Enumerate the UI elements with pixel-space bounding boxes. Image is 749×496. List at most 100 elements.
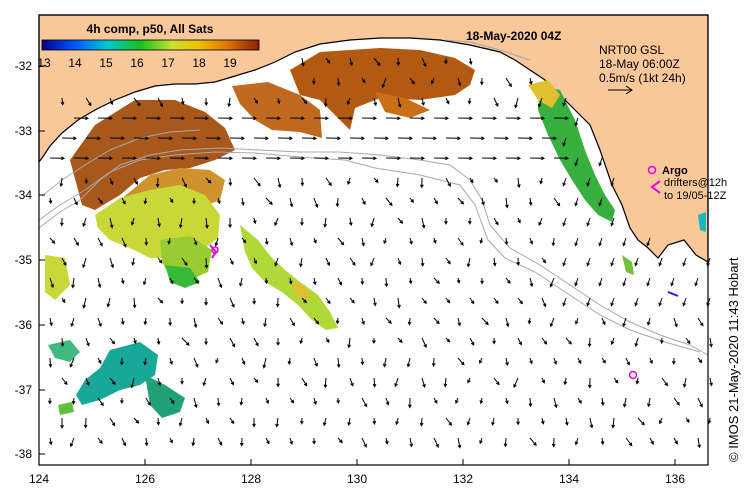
colorbar-tick: 19 bbox=[223, 56, 237, 70]
current-arrow bbox=[49, 317, 53, 327]
current-arrow bbox=[181, 337, 190, 346]
current-arrow bbox=[346, 97, 351, 106]
current-arrow bbox=[133, 136, 150, 141]
current-arrow bbox=[421, 297, 427, 305]
colorbar-title: 4h comp, p50, All Sats bbox=[87, 22, 214, 36]
current-arrow bbox=[336, 397, 341, 405]
current-arrow bbox=[479, 397, 484, 405]
current-arrow bbox=[610, 177, 615, 187]
current-arrow bbox=[433, 277, 440, 285]
current-arrow bbox=[157, 217, 161, 228]
current-arrow bbox=[349, 57, 354, 67]
current-arrow bbox=[109, 417, 116, 427]
argo-label: Argo bbox=[662, 165, 688, 177]
current-arrow bbox=[646, 277, 651, 287]
current-arrow bbox=[685, 417, 690, 423]
current-arrow bbox=[601, 317, 606, 326]
current-arrow bbox=[385, 397, 390, 406]
current-arrow bbox=[671, 357, 676, 365]
current-arrow bbox=[385, 437, 389, 445]
current-arrow bbox=[228, 177, 233, 187]
current-arrow bbox=[601, 357, 606, 364]
current-arrow bbox=[586, 257, 591, 267]
current-arrow bbox=[539, 177, 544, 185]
current-arrow bbox=[289, 397, 295, 404]
current-arrow bbox=[97, 397, 104, 407]
current-arrow bbox=[589, 417, 594, 429]
current-arrow bbox=[277, 136, 294, 141]
current-arrow bbox=[637, 417, 645, 426]
current-arrow bbox=[466, 417, 471, 426]
current-arrow bbox=[253, 136, 270, 141]
current-arrow bbox=[97, 277, 102, 289]
current-arrow bbox=[73, 237, 79, 246]
current-arrow bbox=[562, 97, 567, 107]
current-arrow bbox=[529, 116, 546, 121]
current-arrow bbox=[301, 297, 308, 304]
current-arrow bbox=[409, 237, 413, 245]
current-arrow bbox=[397, 257, 402, 266]
current-arrow bbox=[347, 177, 351, 185]
current-arrow bbox=[204, 337, 208, 346]
current-arrow bbox=[167, 237, 172, 245]
current-arrow bbox=[144, 237, 149, 247]
current-arrow bbox=[635, 377, 640, 385]
current-arrow bbox=[610, 337, 615, 346]
current-arrow bbox=[361, 156, 378, 161]
current-arrow bbox=[97, 317, 102, 328]
current-arrow bbox=[155, 177, 160, 188]
current-arrow bbox=[70, 317, 75, 327]
date-title: 18-May-2020 04Z bbox=[466, 29, 561, 43]
current-arrow bbox=[253, 97, 259, 104]
current-arrow bbox=[60, 417, 64, 429]
current-arrow bbox=[313, 237, 317, 244]
current-arrow bbox=[370, 217, 375, 228]
current-arrow bbox=[347, 417, 351, 427]
current-arrow bbox=[349, 297, 355, 304]
current-arrow bbox=[335, 317, 340, 325]
current-arrow bbox=[325, 136, 342, 141]
current-arrow bbox=[264, 277, 269, 285]
current-arrow bbox=[553, 156, 570, 161]
current-arrow bbox=[527, 317, 532, 325]
current-arrow bbox=[443, 377, 448, 388]
current-arrow bbox=[97, 197, 103, 204]
current-arrow bbox=[419, 417, 424, 427]
current-arrow bbox=[61, 377, 68, 386]
current-arrow bbox=[130, 377, 135, 389]
current-arrow bbox=[227, 97, 231, 108]
current-arrow bbox=[505, 357, 509, 366]
current-arrow bbox=[228, 217, 232, 229]
current-arrow bbox=[647, 397, 651, 408]
current-arrow bbox=[562, 177, 567, 187]
current-arrow bbox=[469, 136, 486, 141]
argo-floats bbox=[209, 244, 679, 380]
current-arrow bbox=[600, 397, 605, 407]
current-arrow bbox=[47, 397, 52, 405]
current-arrow bbox=[505, 116, 522, 121]
current-arrow bbox=[289, 237, 294, 247]
axis-ticks bbox=[38, 65, 676, 465]
current-arrow bbox=[433, 116, 450, 121]
current-arrow bbox=[157, 297, 164, 304]
current-arrow bbox=[71, 397, 76, 405]
current-arrow bbox=[505, 77, 512, 88]
current-arrow bbox=[180, 97, 185, 106]
current-arrow bbox=[587, 377, 592, 389]
current-arrow bbox=[241, 357, 246, 366]
current-arrow bbox=[181, 257, 188, 266]
current-arrow bbox=[457, 357, 465, 366]
current-arrow bbox=[85, 337, 90, 347]
current-arrow bbox=[504, 237, 509, 246]
current-arrow bbox=[336, 77, 341, 87]
land-mass bbox=[38, 14, 709, 264]
current-arrow bbox=[204, 297, 208, 306]
current-arrow bbox=[262, 357, 267, 369]
current-arrow bbox=[481, 197, 485, 206]
y-tick-label: -35 bbox=[15, 253, 33, 267]
current-arrow bbox=[610, 257, 615, 267]
current-arrow bbox=[384, 277, 389, 288]
y-tick-label: -36 bbox=[15, 318, 33, 332]
current-arrow bbox=[265, 156, 282, 161]
current-arrow bbox=[349, 136, 366, 141]
